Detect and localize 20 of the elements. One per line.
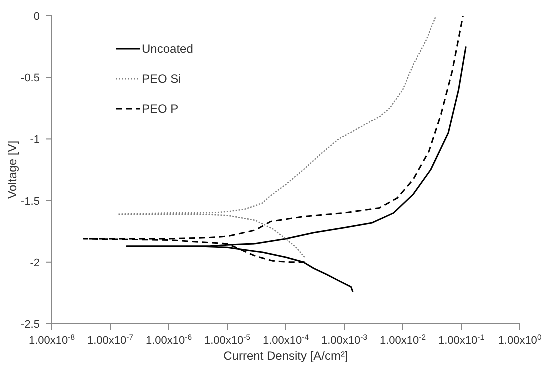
legend-label: Uncoated (142, 42, 194, 56)
x-axis-title: Current Density [A/cm²] (222, 348, 350, 364)
y-tick-label: -2.5 (21, 319, 40, 331)
y-tick-label: -1.5 (21, 196, 40, 208)
y-axis-title: Voltage [V] (5, 140, 20, 200)
x-tick-label: 1.00x10$^{-2}$ (380, 332, 426, 347)
x-tick-label: 1.00x10$^{-6}$ (146, 332, 192, 347)
y-tick-label: 0 (34, 11, 40, 23)
x-tick-label: 1.00x10$^{0}$ (498, 332, 542, 347)
x-tick-label: 1.00x10$^{-1}$ (438, 332, 484, 347)
y-tick-label: -0.5 (21, 72, 40, 85)
legend-label: PEO P (142, 102, 179, 116)
x-tick-label: 1.00x10$^{-5}$ (204, 332, 250, 347)
legend-label: PEO Si (142, 72, 182, 86)
y-tick-label: -1 (30, 134, 40, 146)
x-tick-label: 1.00x10$^{-7}$ (88, 332, 134, 347)
x-tick-label: 1.00x10$^{-4}$ (263, 332, 310, 347)
y-tick-label: -2 (30, 257, 40, 270)
x-tick-label: 1.00x10$^{-3}$ (322, 332, 368, 347)
x-tick-label: 1.00x10$^{-8}$ (29, 332, 75, 347)
